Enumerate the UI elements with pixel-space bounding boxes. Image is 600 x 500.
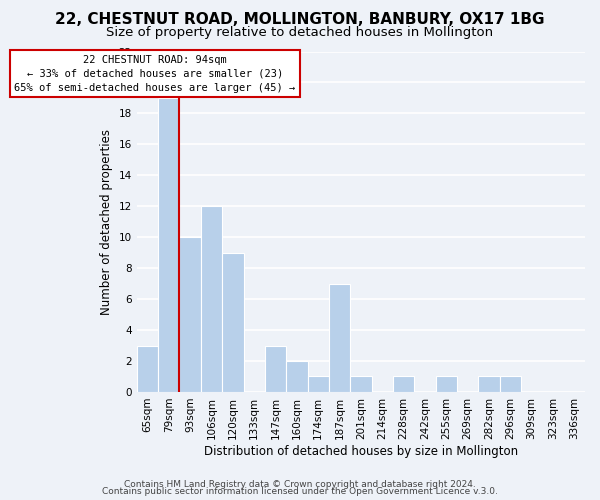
Y-axis label: Number of detached properties: Number of detached properties (100, 128, 113, 314)
Text: 22, CHESTNUT ROAD, MOLLINGTON, BANBURY, OX17 1BG: 22, CHESTNUT ROAD, MOLLINGTON, BANBURY, … (55, 12, 545, 28)
Bar (329, 284, 350, 392)
Bar (500, 376, 521, 392)
Bar (350, 376, 371, 392)
Bar (265, 346, 286, 392)
Bar (158, 98, 179, 392)
Text: Size of property relative to detached houses in Mollington: Size of property relative to detached ho… (106, 26, 494, 39)
Bar (286, 361, 308, 392)
Bar (393, 376, 414, 392)
Bar (478, 376, 500, 392)
Bar (201, 206, 222, 392)
Bar (222, 252, 244, 392)
Text: 22 CHESTNUT ROAD: 94sqm
← 33% of detached houses are smaller (23)
65% of semi-de: 22 CHESTNUT ROAD: 94sqm ← 33% of detache… (14, 54, 296, 92)
X-axis label: Distribution of detached houses by size in Mollington: Distribution of detached houses by size … (204, 444, 518, 458)
Bar (436, 376, 457, 392)
Text: Contains HM Land Registry data © Crown copyright and database right 2024.: Contains HM Land Registry data © Crown c… (124, 480, 476, 489)
Text: Contains public sector information licensed under the Open Government Licence v.: Contains public sector information licen… (102, 487, 498, 496)
Bar (308, 376, 329, 392)
Bar (137, 346, 158, 392)
Bar (179, 237, 201, 392)
